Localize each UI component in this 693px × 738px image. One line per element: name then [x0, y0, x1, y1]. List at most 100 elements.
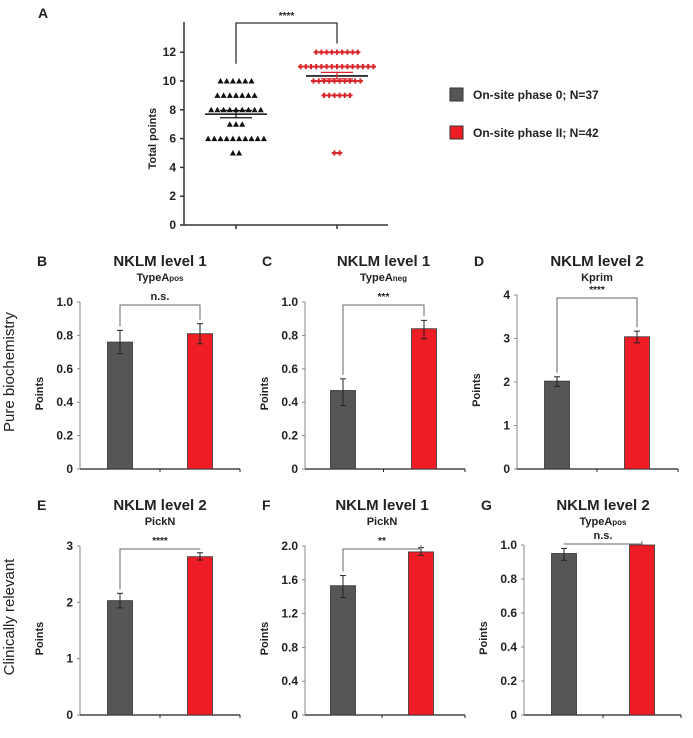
data-point-phase2	[347, 92, 353, 98]
legend: On-site phase 0; N=37 On-site phase II; …	[449, 87, 599, 140]
data-point-phase2	[316, 78, 322, 84]
data-point-phase2	[324, 49, 330, 55]
y-tick-label: 0.4	[281, 395, 298, 409]
bar-phase0	[107, 600, 133, 716]
y-tick-label: 1.0	[281, 295, 298, 309]
panel-letter: C	[262, 253, 272, 269]
panel-subtitle-main: TypeA	[360, 272, 393, 284]
panel-b: B NKLM level 1 TypeApos 0 0.2 0.4 0.6 0.8 1.0 Poi…	[34, 253, 241, 476]
data-point-phase0	[233, 92, 239, 98]
data-point-phase2	[329, 49, 335, 55]
significance-bracket	[342, 304, 425, 375]
data-point-phase0	[220, 92, 227, 98]
y-tick-label: 0.8	[281, 640, 298, 654]
data-point-phase0	[223, 135, 230, 142]
data-point-phase0	[220, 106, 227, 113]
y-tick-label: 1	[66, 652, 73, 666]
y-tick-label: 0	[291, 462, 298, 476]
y-tick-label: 0.4	[281, 674, 298, 688]
y-tick-label: 0	[66, 708, 73, 722]
data-point-phase0	[257, 106, 264, 113]
data-point-phase0	[248, 78, 255, 84]
data-point-phase0	[229, 135, 236, 142]
y-tick-label: 8	[169, 103, 176, 117]
data-point-phase0	[226, 121, 233, 127]
data-point-phase2	[329, 64, 335, 70]
data-point-phase0	[245, 106, 252, 113]
y-tick-label: 0	[291, 708, 298, 722]
data-point-phase2	[334, 49, 340, 55]
data-point-phase0	[205, 135, 212, 142]
significance-label: ***	[378, 292, 390, 303]
data-point-phase2	[321, 92, 327, 98]
data-point-phase2	[324, 64, 330, 70]
data-point-phase0	[239, 106, 246, 113]
data-point-phase0	[236, 78, 243, 84]
data-point-phase0	[223, 78, 230, 84]
data-point-phase0	[214, 92, 221, 98]
legend-swatch-phase2	[449, 125, 464, 140]
legend-swatch-phase0	[449, 87, 464, 102]
data-point-phase0	[217, 135, 224, 142]
data-point-phase2	[360, 64, 366, 70]
significance-bracket	[563, 541, 643, 545]
bar-phase2	[408, 551, 434, 716]
bar-phase2	[624, 336, 650, 470]
panel-letter: G	[481, 497, 492, 513]
bar-phase0	[107, 341, 133, 470]
data-point-phase0	[260, 135, 267, 142]
y-axis-label: Total points	[147, 108, 159, 170]
panel-title: NKLM level 2	[556, 497, 649, 514]
panel-f: F NKLM level 1 PickN 0 0.4 0.8 1.2 1.6 2.0 Points…	[259, 497, 466, 722]
y-axis-label: Points	[34, 622, 46, 656]
panel-title: NKLM level 2	[550, 253, 643, 270]
panel-g: G NKLM level 2 TypeApos 0 0.2 0.4 0.6 0.8 1.0 Poi…	[478, 497, 682, 722]
data-point-phase2	[350, 49, 356, 55]
panel-subtitle-main: PickN	[145, 516, 176, 528]
panel-subtitle: PickN	[367, 516, 398, 528]
legend-label-phase0: On-site phase 0; N=37	[473, 88, 599, 102]
panel-subtitle-sub: pos	[612, 518, 627, 527]
data-point-phase0	[208, 106, 215, 113]
data-point-phase2	[331, 150, 337, 156]
panel-letter: D	[474, 253, 484, 269]
data-point-phase0	[214, 106, 221, 113]
data-point-phase2	[308, 64, 314, 70]
panel-subtitle: TypeAneg	[360, 272, 407, 284]
y-axis-label: Points	[259, 377, 271, 411]
y-tick-label: 1.6	[281, 573, 298, 587]
data-point-phase0	[229, 78, 236, 84]
significance-label: ****	[589, 285, 605, 296]
panel-subtitle-main: Kprim	[581, 272, 613, 284]
panel-subtitle-sub: neg	[393, 274, 407, 283]
data-point-phase2	[352, 78, 358, 84]
data-point-phase0	[242, 78, 249, 84]
data-point-phase2	[326, 92, 332, 98]
y-tick-label: 0.2	[500, 674, 517, 688]
y-tick-label: 0.8	[281, 328, 298, 342]
panel-c: C NKLM level 1 TypeAneg 0 0.2 0.4 0.6 0.8 1.0 Poi…	[259, 253, 466, 476]
data-point-phase0	[239, 92, 246, 98]
data-point-phase0	[229, 150, 236, 156]
bar-phase2	[411, 328, 437, 470]
y-axis-label: Points	[478, 621, 490, 655]
y-tick-label: 4	[169, 160, 176, 174]
data-point-phase2	[298, 64, 304, 70]
y-tick-label: 1.0	[500, 538, 517, 552]
data-point-phase0	[242, 135, 249, 142]
data-point-phase0	[236, 135, 243, 142]
panel-subtitle: PickN	[145, 516, 176, 528]
y-tick-label: 1.0	[56, 295, 73, 309]
significance-bracket	[556, 297, 638, 373]
panel-subtitle: Kprim	[581, 272, 613, 284]
panel-subtitle: TypeApos	[136, 272, 184, 284]
bar-phase2	[629, 544, 655, 716]
panel-letter: B	[37, 253, 47, 269]
data-point-phase0	[251, 92, 258, 98]
data-point-phase0	[217, 78, 224, 84]
data-point-phase2	[313, 49, 319, 55]
data-point-phase2	[318, 64, 324, 70]
data-point-phase2	[350, 64, 356, 70]
data-point-phase2	[355, 64, 361, 70]
